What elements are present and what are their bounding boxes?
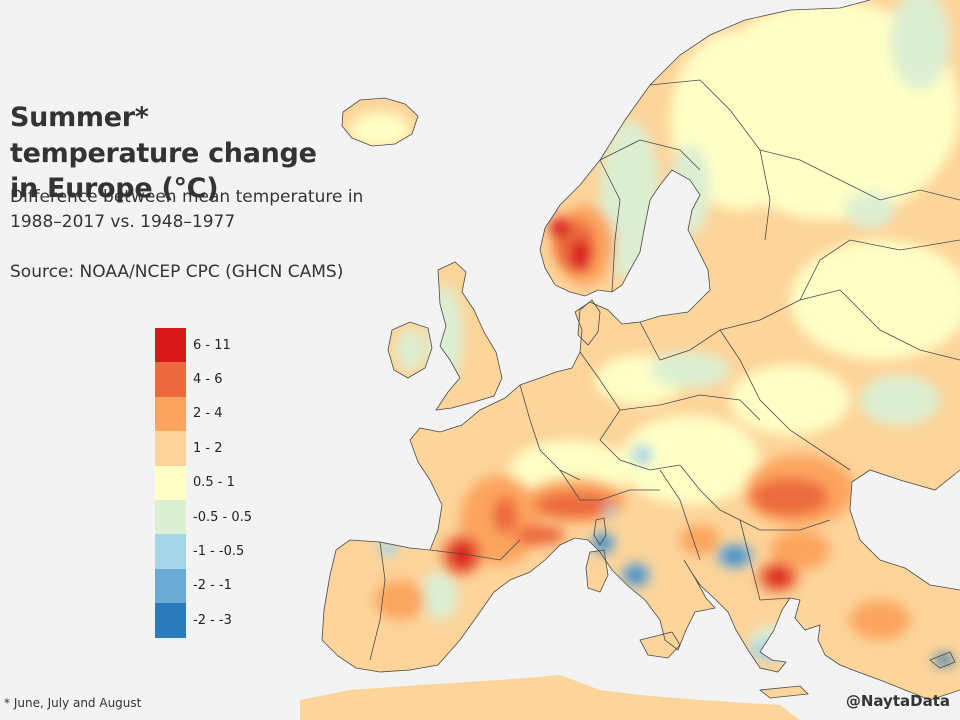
country-borders xyxy=(321,0,960,701)
legend-label: 0.5 - 1 xyxy=(193,475,235,491)
legend-swatch xyxy=(155,362,186,397)
author-credit: @NaytaData xyxy=(845,692,950,710)
legend-label: -1 - -0.5 xyxy=(193,544,245,560)
legend-item: -2 - -1 xyxy=(155,568,252,604)
legend-label: -0.5 - 0.5 xyxy=(193,509,252,525)
legend-item: 0.5 - 1 xyxy=(155,465,252,500)
legend-swatch xyxy=(155,431,186,466)
legend-item: 4 - 6 xyxy=(155,362,252,397)
legend-swatch xyxy=(155,465,186,500)
color-legend: 6 - 11 4 - 6 2 - 4 1 - 2 0.5 - 1 -0.5 - 0.5 -1… xyxy=(155,328,252,638)
legend-label: -2 - -1 xyxy=(193,578,232,594)
legend-label: 1 - 2 xyxy=(193,440,223,456)
legend-item: 1 - 2 xyxy=(155,431,252,466)
map-title: Summer* temperature change in Europe (°C… xyxy=(10,102,317,205)
footnote: * June, July and August xyxy=(4,696,142,710)
legend-swatch xyxy=(155,328,186,363)
legend-label: -2 - -3 xyxy=(193,612,232,628)
legend-swatch xyxy=(155,534,186,569)
legend-item: 2 - 4 xyxy=(155,396,252,432)
legend-item: -0.5 - 0.5 xyxy=(155,499,252,535)
legend-item: 6 - 11 xyxy=(155,328,252,363)
legend-label: 2 - 4 xyxy=(193,406,223,422)
data-source: Source: NOAA/NCEP CPC (GHCN CAMS) xyxy=(10,262,344,282)
legend-swatch xyxy=(155,568,186,604)
legend-swatch xyxy=(155,396,186,432)
legend-label: 6 - 11 xyxy=(193,337,231,353)
legend-item: -2 - -3 xyxy=(155,603,252,638)
legend-label: 4 - 6 xyxy=(193,372,223,388)
legend-swatch xyxy=(155,603,186,638)
legend-item: -1 - -0.5 xyxy=(155,534,252,569)
legend-swatch xyxy=(155,499,186,535)
map-subtitle: Difference between mean temperature in 1… xyxy=(10,187,364,232)
